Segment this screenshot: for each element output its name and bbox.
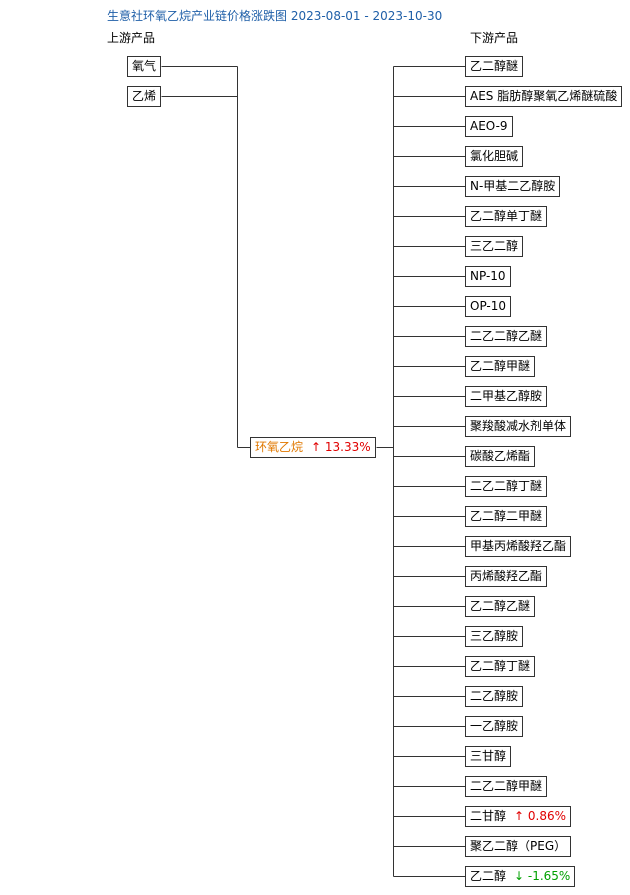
upstream-label: 上游产品 bbox=[107, 31, 156, 45]
node-label: 乙二醇甲醚 bbox=[470, 359, 531, 373]
node-label: 丙烯酸羟乙酯 bbox=[470, 569, 543, 583]
node-label: 二乙二醇丁醚 bbox=[470, 479, 543, 493]
downstream-node: N-甲基二乙醇胺 bbox=[465, 176, 561, 197]
downstream-node: 二乙二醇丁醚 bbox=[465, 476, 548, 497]
downstream-node: 乙二醇甲醚 bbox=[465, 356, 536, 377]
downstream-node: 二甲基乙醇胺 bbox=[465, 386, 548, 407]
change: ↑ 13.33% bbox=[311, 440, 371, 454]
upstream-node: 乙烯 bbox=[127, 86, 162, 107]
node-label: 聚乙二醇（PEG） bbox=[470, 839, 567, 853]
change: ↓ -1.65% bbox=[514, 869, 571, 883]
node-label: 三乙醇胺 bbox=[470, 629, 519, 643]
downstream-node: 二甘醇 ↑ 0.86% bbox=[465, 806, 572, 827]
node-label: 二乙二醇甲醚 bbox=[470, 779, 543, 793]
node-label: 聚羧酸减水剂单体 bbox=[470, 419, 567, 433]
node-label: 二甲基乙醇胺 bbox=[470, 389, 543, 403]
node-label: 氧气 bbox=[132, 59, 157, 73]
downstream-node: 碳酸乙烯酯 bbox=[465, 446, 536, 467]
node-label: 乙二醇二甲醚 bbox=[470, 509, 543, 523]
node-label: 二甘醇 bbox=[470, 809, 507, 823]
node-label: 乙二醇 bbox=[470, 869, 507, 883]
node-label: 乙烯 bbox=[132, 89, 157, 103]
downstream-node: 乙二醇丁醚 bbox=[465, 656, 536, 677]
downstream-node: 聚乙二醇（PEG） bbox=[465, 836, 572, 857]
title: 生意社环氧乙烷产业链价格涨跌图 2023-08-01 - 2023-10-30 bbox=[107, 9, 443, 23]
node-label: 三甘醇 bbox=[470, 749, 507, 763]
center-node: 环氧乙烷 ↑ 13.33% bbox=[250, 437, 376, 458]
downstream-label: 下游产品 bbox=[470, 31, 519, 45]
downstream-node: 三乙二醇 bbox=[465, 236, 524, 257]
downstream-node: AES 脂肪醇聚氧乙烯醚硫酸 bbox=[465, 86, 623, 107]
downstream-node: 氯化胆碱 bbox=[465, 146, 524, 167]
node-label: OP-10 bbox=[470, 299, 507, 313]
node-label: 二乙醇胺 bbox=[470, 689, 519, 703]
downstream-node: 三乙醇胺 bbox=[465, 626, 524, 647]
downstream-node: 乙二醇 ↓ -1.65% bbox=[465, 866, 576, 887]
downstream-node: 乙二醇醚 bbox=[465, 56, 524, 77]
downstream-node: 二乙二醇乙醚 bbox=[465, 326, 548, 347]
node-label: 环氧乙烷 bbox=[255, 440, 304, 454]
downstream-node: 二乙二醇甲醚 bbox=[465, 776, 548, 797]
downstream-node: AEO-9 bbox=[465, 116, 513, 137]
node-label: 甲基丙烯酸羟乙酯 bbox=[470, 539, 567, 553]
node-label: 碳酸乙烯酯 bbox=[470, 449, 531, 463]
node-label: AES 脂肪醇聚氧乙烯醚硫酸 bbox=[470, 89, 618, 103]
downstream-node: 二乙醇胺 bbox=[465, 686, 524, 707]
downstream-node: 一乙醇胺 bbox=[465, 716, 524, 737]
downstream-node: OP-10 bbox=[465, 296, 512, 317]
node-label: N-甲基二乙醇胺 bbox=[470, 179, 556, 193]
downstream-node: 丙烯酸羟乙酯 bbox=[465, 566, 548, 587]
node-label: 二乙二醇乙醚 bbox=[470, 329, 543, 343]
node-label: 一乙醇胺 bbox=[470, 719, 519, 733]
downstream-node: 三甘醇 bbox=[465, 746, 512, 767]
node-label: 三乙二醇 bbox=[470, 239, 519, 253]
change: ↑ 0.86% bbox=[514, 809, 567, 823]
node-label: 乙二醇丁醚 bbox=[470, 659, 531, 673]
downstream-node: 乙二醇乙醚 bbox=[465, 596, 536, 617]
node-label: 氯化胆碱 bbox=[470, 149, 519, 163]
node-label: NP-10 bbox=[470, 269, 506, 283]
downstream-node: 乙二醇单丁醚 bbox=[465, 206, 548, 227]
node-label: 乙二醇乙醚 bbox=[470, 599, 531, 613]
downstream-node: 聚羧酸减水剂单体 bbox=[465, 416, 572, 437]
upstream-node: 氧气 bbox=[127, 56, 162, 77]
downstream-node: NP-10 bbox=[465, 266, 511, 287]
downstream-node: 乙二醇二甲醚 bbox=[465, 506, 548, 527]
downstream-node: 甲基丙烯酸羟乙酯 bbox=[465, 536, 572, 557]
node-label: AEO-9 bbox=[470, 119, 508, 133]
node-label: 乙二醇醚 bbox=[470, 59, 519, 73]
node-label: 乙二醇单丁醚 bbox=[470, 209, 543, 223]
